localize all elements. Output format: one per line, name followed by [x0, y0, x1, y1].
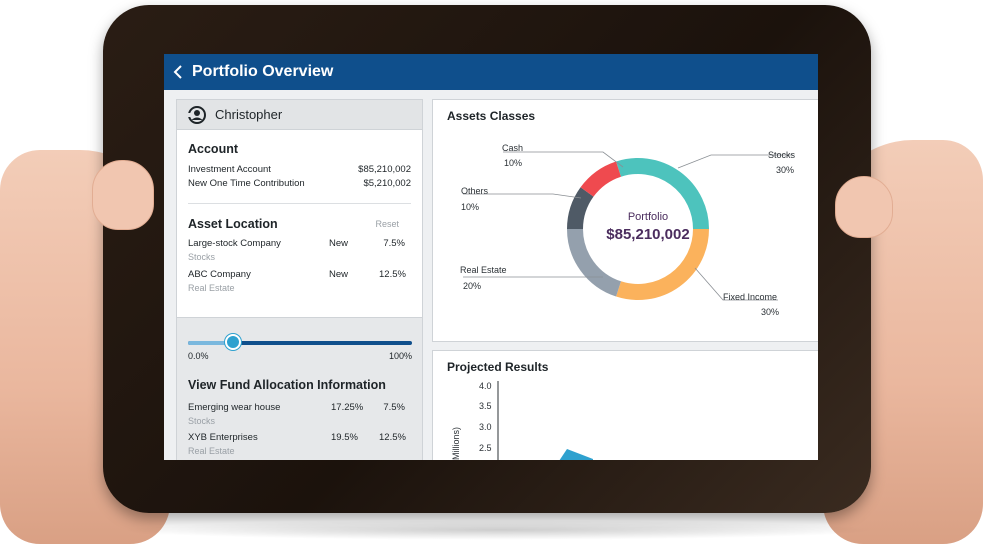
fund-row-value2: 12.5% [379, 431, 405, 445]
projected-area-series [555, 449, 593, 460]
legend-label-others: Others [461, 186, 488, 196]
right-thumb-image [835, 176, 893, 238]
fund-row[interactable]: Emerging wear house 17.25% 7.5% [188, 401, 411, 415]
legend-pct-fixed-income: 30% [761, 307, 779, 317]
top-bar: Portfolio Overview [164, 54, 818, 90]
account-row-value: $5,210,002 [363, 177, 411, 191]
asset-location-row[interactable]: Large-stock Company New 7.5% [188, 237, 411, 251]
projected-results-card: Projected Results (Millions) 4.0 3.5 3.0… [432, 350, 818, 460]
allocation-area: 0.0% 100% View Fund Allocation Informati… [177, 317, 422, 460]
back-chevron-icon[interactable] [164, 54, 192, 90]
donut-center-label: Portfolio [593, 211, 703, 223]
allocation-slider-thumb[interactable] [225, 334, 241, 350]
user-name: Christopher [215, 107, 282, 122]
fund-row-value2: 7.5% [379, 401, 405, 415]
assets-classes-card: Assets Classes Stocks 30% Fixed Income 3… [432, 99, 818, 342]
fund-row-value1: 19.5% [331, 431, 379, 445]
asset-row-status: New [329, 268, 379, 282]
page-title: Portfolio Overview [192, 63, 333, 81]
legend-label-stocks: Stocks [768, 150, 795, 160]
account-title: Account [188, 142, 411, 156]
asset-row-label: Large-stock Company [188, 237, 329, 251]
donut-center-value: $85,210,002 [583, 226, 713, 243]
tablet-screen: Portfolio Overview Christopher Account I… [164, 54, 818, 460]
floor-shadow [120, 520, 880, 540]
asset-row-sub: Real Estate [188, 282, 411, 294]
legend-pct-real-estate: 20% [463, 281, 481, 291]
asset-row-value: 12.5% [379, 268, 405, 282]
slider-min-label: 0.0% [188, 351, 389, 361]
account-row-label: Investment Account [188, 163, 358, 177]
account-row: Investment Account $85,210,002 [188, 163, 411, 177]
legend-pct-cash: 10% [504, 158, 522, 168]
legend-label-fixed-income: Fixed Income [723, 292, 777, 302]
legend-pct-stocks: 30% [776, 165, 794, 175]
fund-row-label: XYB Enterprises [188, 431, 331, 445]
fund-row-sub: Real Estate [188, 445, 411, 457]
account-row: New One Time Contribution $5,210,002 [188, 177, 411, 191]
account-row-value: $85,210,002 [358, 163, 411, 177]
asset-row-status: New [329, 237, 379, 251]
asset-row-value: 7.5% [379, 237, 405, 251]
allocation-slider-track[interactable] [188, 341, 412, 345]
slider-max-label: 100% [389, 351, 412, 361]
projected-chart-area [433, 351, 818, 460]
reset-link[interactable]: Reset [375, 217, 399, 231]
asset-row-sub: Stocks [188, 251, 411, 263]
asset-location-row[interactable]: ABC Company New 12.5% [188, 268, 411, 282]
left-panel: Christopher Account Investment Account $… [176, 99, 423, 460]
left-thumb-image [92, 160, 154, 230]
fund-row-sub: Stocks [188, 415, 411, 427]
account-row-label: New One Time Contribution [188, 177, 363, 191]
donut-slice-cash[interactable] [587, 169, 619, 192]
user-header[interactable]: Christopher [177, 100, 422, 130]
asset-location-title: Asset Location [188, 217, 375, 231]
user-avatar-icon [187, 105, 207, 125]
fund-row-value1: 17.25% [331, 401, 379, 415]
legend-label-real-estate: Real Estate [460, 265, 507, 275]
fund-row-label: Emerging wear house [188, 401, 331, 415]
legend-pct-others: 10% [461, 202, 479, 212]
asset-row-label: ABC Company [188, 268, 329, 282]
fund-allocation-title[interactable]: View Fund Allocation Information [188, 378, 411, 392]
legend-label-cash: Cash [502, 143, 523, 153]
fund-row[interactable]: XYB Enterprises 19.5% 12.5% [188, 431, 411, 445]
